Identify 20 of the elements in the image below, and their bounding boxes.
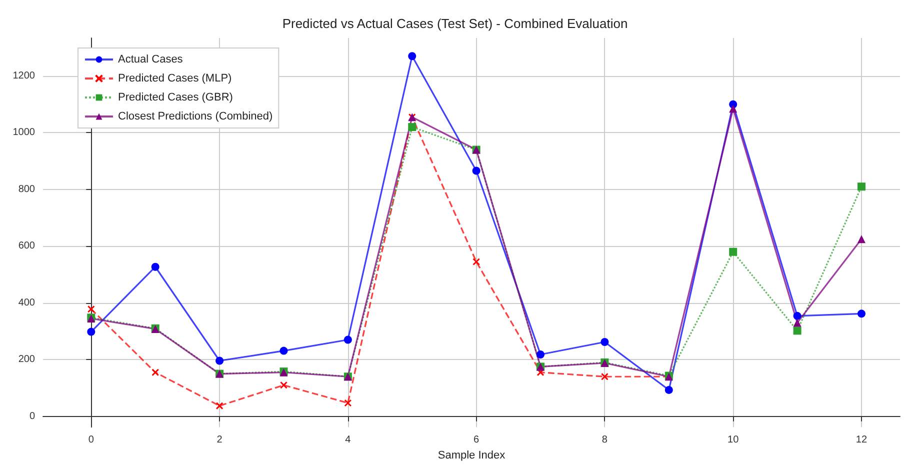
y-tick-label: 200 — [18, 354, 36, 366]
y-tick-label: 0 — [29, 410, 36, 422]
legend-label: Closest Predictions (Combined) — [118, 110, 273, 122]
x-tick-label: 4 — [345, 434, 352, 446]
x-tick-label: 10 — [728, 434, 740, 446]
legend-label: Predicted Cases (MLP) — [118, 72, 232, 84]
x-tick-label: 0 — [88, 434, 94, 446]
y-tick-label: 1000 — [12, 127, 36, 138]
x-tick-label: 6 — [474, 434, 480, 446]
chart-title: Predicted vs Actual Cases (Test Set) - Combined Evaluation — [282, 16, 628, 31]
y-tick-label: 800 — [18, 184, 36, 195]
x-tick-label: 2 — [216, 434, 223, 446]
legend-label: Actual Cases — [118, 54, 184, 66]
legend-label: Predicted Cases (GBR) — [118, 92, 233, 104]
y-tick-label: 400 — [18, 297, 36, 308]
x-axis-title: Sample Index — [438, 450, 506, 462]
x-tick-label: 12 — [856, 434, 868, 446]
x-tick-label: 8 — [602, 434, 608, 446]
y-tick-label: 1200 — [12, 70, 36, 82]
y-tick-label: 600 — [18, 240, 36, 252]
